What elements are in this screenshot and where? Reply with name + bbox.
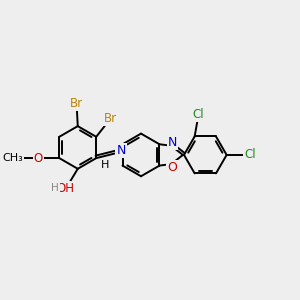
Text: H: H xyxy=(52,183,59,193)
Text: O: O xyxy=(167,160,177,174)
Text: OH: OH xyxy=(56,182,74,195)
Text: O: O xyxy=(34,152,43,165)
Text: CH₃: CH₃ xyxy=(2,153,23,163)
Text: Cl: Cl xyxy=(244,148,256,161)
Text: Cl: Cl xyxy=(192,108,204,121)
Text: Br: Br xyxy=(70,97,83,110)
Text: H: H xyxy=(101,160,110,170)
Text: N: N xyxy=(116,144,126,157)
Text: N: N xyxy=(167,136,177,149)
Text: Br: Br xyxy=(104,112,117,125)
